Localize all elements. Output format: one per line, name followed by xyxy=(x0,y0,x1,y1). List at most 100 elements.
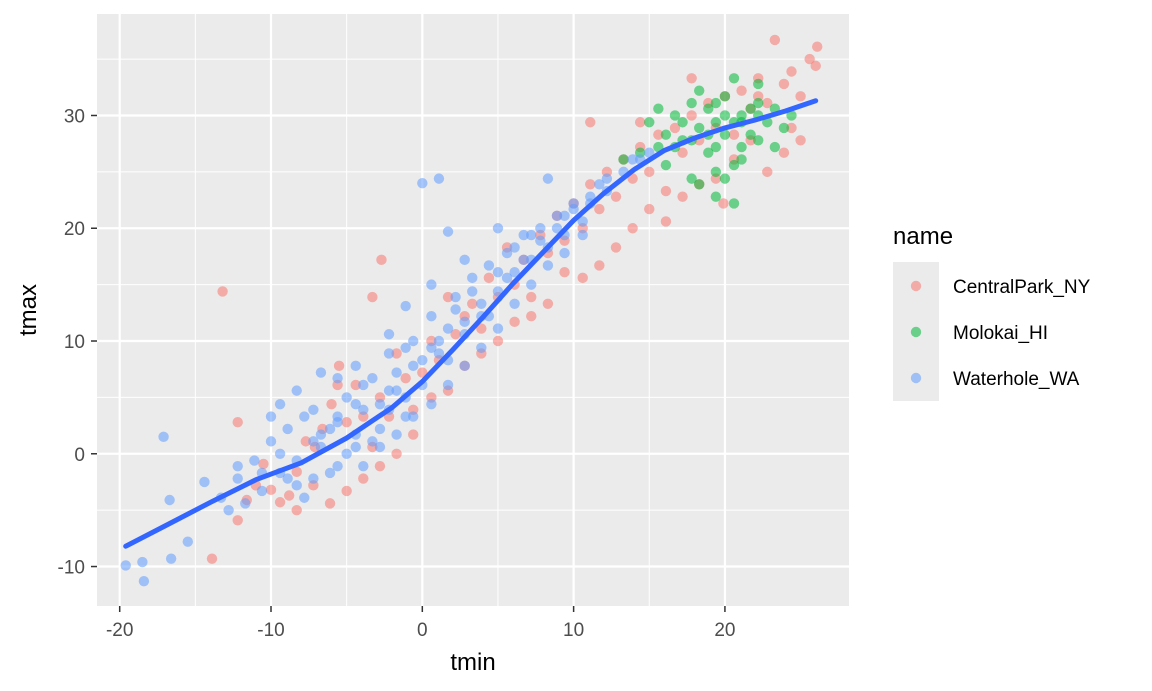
data-point xyxy=(719,173,731,184)
data-point xyxy=(492,323,504,334)
data-point xyxy=(291,480,302,491)
data-point xyxy=(299,492,310,503)
data-point xyxy=(256,485,268,497)
data-point xyxy=(585,117,596,128)
data-point xyxy=(408,411,419,422)
data-point xyxy=(762,97,773,109)
data-point xyxy=(350,398,361,410)
data-point xyxy=(710,166,722,178)
data-point xyxy=(300,436,312,447)
data-point xyxy=(358,473,369,484)
legend-key xyxy=(910,280,922,292)
data-point xyxy=(778,147,790,158)
data-point xyxy=(299,411,310,422)
data-point xyxy=(383,329,395,340)
data-point xyxy=(476,342,487,353)
data-point xyxy=(265,436,277,447)
data-point xyxy=(710,117,722,128)
data-point xyxy=(358,460,369,472)
data-point xyxy=(535,235,546,246)
legend-items: CentralPark_NY Molokai_HI Waterhole_WA xyxy=(910,277,1091,390)
data-point xyxy=(719,129,731,140)
data-point xyxy=(308,404,319,415)
data-point xyxy=(350,379,361,391)
data-point xyxy=(644,166,655,178)
data-point xyxy=(291,504,302,516)
data-point xyxy=(391,348,402,359)
data-point xyxy=(350,441,361,453)
x-axis-title: tmin xyxy=(450,649,495,676)
data-point xyxy=(786,66,797,77)
data-point xyxy=(467,272,478,284)
data-point xyxy=(660,185,672,197)
x-tick-label: 20 xyxy=(714,620,735,641)
data-point xyxy=(459,316,470,328)
data-point xyxy=(367,436,378,447)
data-point xyxy=(391,448,402,459)
data-point xyxy=(332,460,343,472)
y-axis-title: tmax xyxy=(15,284,42,336)
data-point xyxy=(391,429,402,440)
data-point xyxy=(138,575,150,587)
data-point xyxy=(374,423,386,435)
data-point xyxy=(450,329,461,340)
data-point xyxy=(769,34,781,46)
data-point xyxy=(736,141,747,153)
data-point xyxy=(728,159,740,171)
data-point xyxy=(332,373,343,384)
smooth-trend-line xyxy=(123,98,819,549)
data-point xyxy=(249,455,260,466)
data-point xyxy=(551,210,563,222)
data-point xyxy=(627,173,638,184)
data-point xyxy=(408,429,419,440)
data-point xyxy=(324,423,336,435)
y-tick-label: 0 xyxy=(74,445,85,466)
data-point xyxy=(442,379,454,391)
data-point xyxy=(483,260,495,271)
y-tick-label: -10 xyxy=(58,558,85,579)
data-point xyxy=(433,173,445,184)
data-point xyxy=(450,291,461,303)
data-point xyxy=(391,385,402,396)
data-point xyxy=(653,103,664,114)
data-point xyxy=(577,229,588,241)
data-point xyxy=(426,398,437,410)
data-point xyxy=(509,316,520,328)
x-tick-label: -20 xyxy=(106,620,133,641)
data-point xyxy=(232,473,243,484)
data-point xyxy=(568,203,579,215)
data-point xyxy=(367,373,378,384)
axis-ticks: -20 -10 0 10 20 -10 0 10 20 30 xyxy=(58,106,736,641)
data-point xyxy=(433,348,445,359)
data-point xyxy=(762,166,773,178)
data-point xyxy=(677,117,688,128)
data-point xyxy=(710,141,722,153)
data-point xyxy=(559,267,570,278)
data-point xyxy=(217,286,228,297)
data-point xyxy=(686,97,697,109)
data-point xyxy=(417,367,428,378)
data-point xyxy=(400,342,411,353)
data-point xyxy=(391,367,402,378)
data-point xyxy=(610,242,622,253)
data-point xyxy=(795,91,806,102)
data-point xyxy=(326,398,337,410)
x-tick-label: 10 xyxy=(563,620,584,641)
data-point xyxy=(442,323,454,334)
data-point xyxy=(333,360,345,372)
data-point xyxy=(483,272,495,284)
data-point xyxy=(232,416,243,428)
data-point xyxy=(728,129,740,140)
data-point xyxy=(426,311,437,322)
data-point xyxy=(594,260,605,271)
data-point xyxy=(258,458,269,470)
data-point xyxy=(694,179,705,190)
data-point xyxy=(753,78,764,90)
data-point xyxy=(383,385,395,396)
data-point xyxy=(376,254,387,266)
data-point xyxy=(526,311,537,322)
data-point xyxy=(492,267,504,278)
data-point xyxy=(324,498,336,509)
legend-label: CentralPark_NY xyxy=(953,277,1091,298)
data-point xyxy=(442,291,454,303)
